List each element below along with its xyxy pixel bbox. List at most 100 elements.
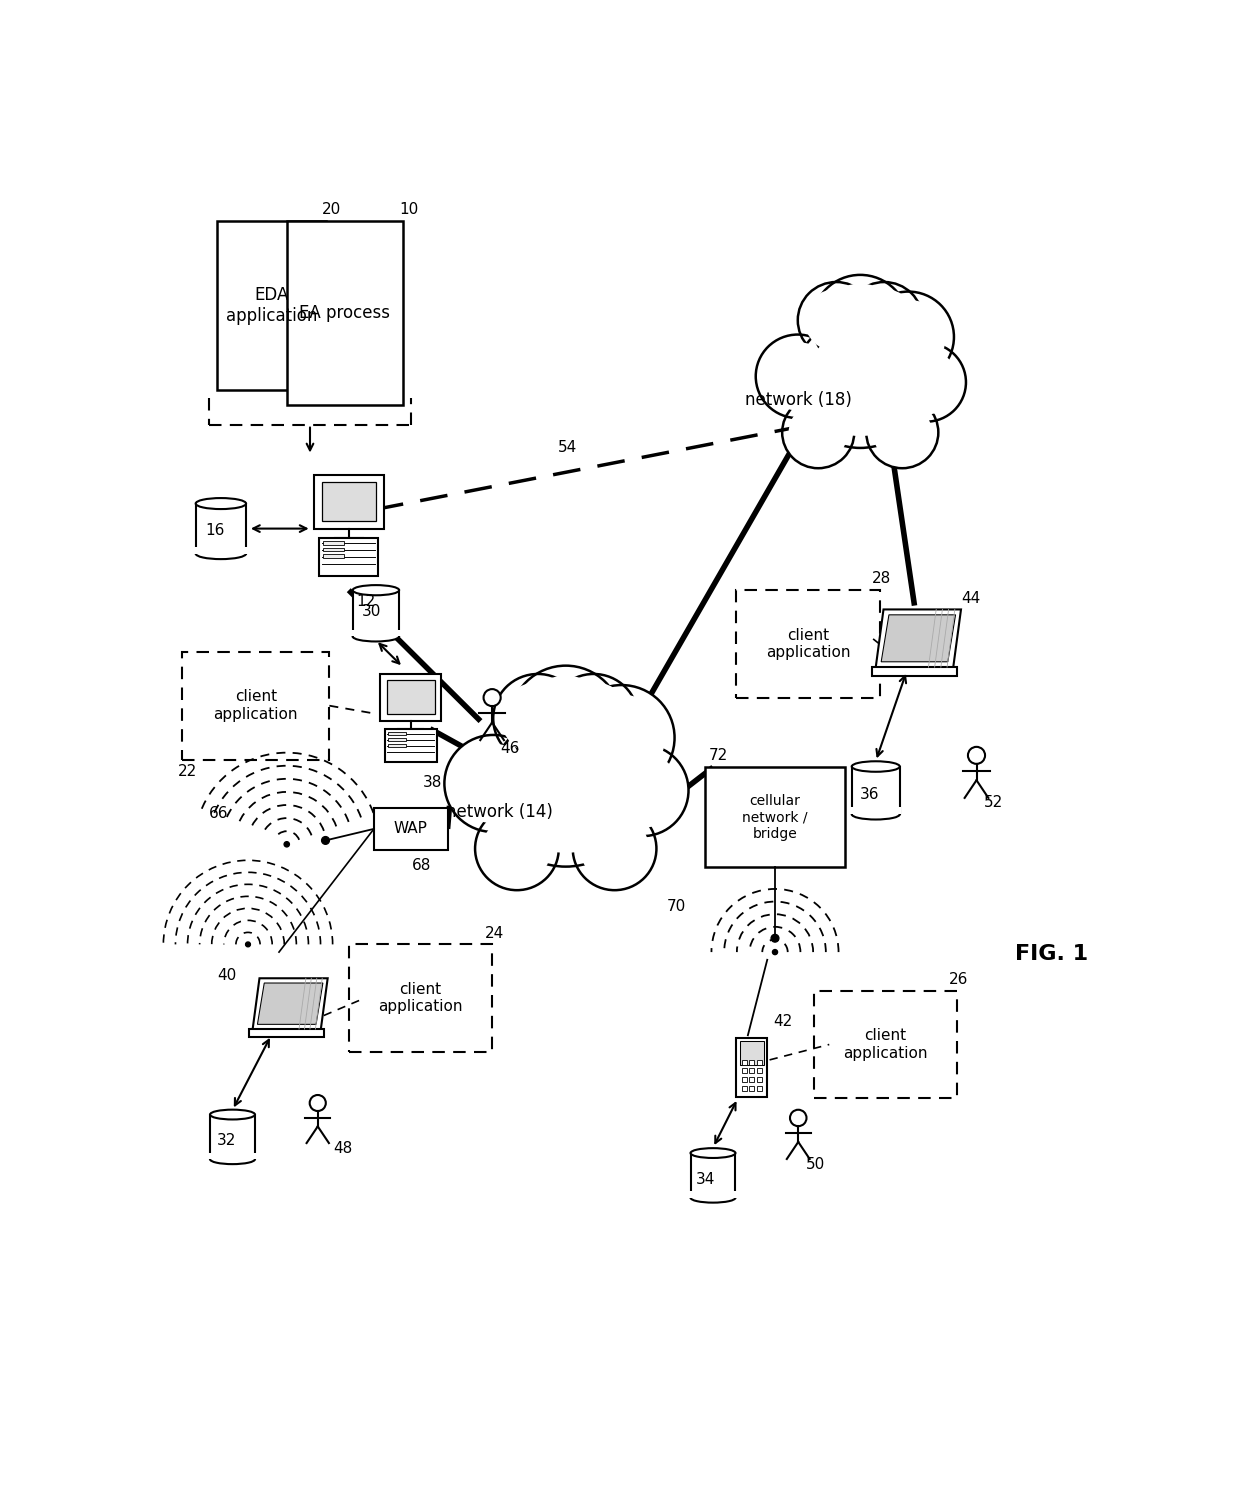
Ellipse shape <box>210 1109 255 1120</box>
Ellipse shape <box>210 1154 255 1163</box>
Bar <box>691 1153 735 1198</box>
Text: EDA
application: EDA application <box>226 286 317 325</box>
Circle shape <box>782 396 854 468</box>
Circle shape <box>789 403 848 462</box>
Bar <box>813 991 957 1098</box>
Text: client
application: client application <box>843 1029 928 1061</box>
Polygon shape <box>253 978 327 1029</box>
Circle shape <box>568 684 675 790</box>
Circle shape <box>867 396 939 468</box>
Text: network (14): network (14) <box>446 804 553 820</box>
Bar <box>210 1115 255 1159</box>
Ellipse shape <box>691 1148 735 1157</box>
Text: 42: 42 <box>774 1014 792 1029</box>
Bar <box>749 1086 754 1091</box>
Circle shape <box>482 814 552 882</box>
Polygon shape <box>875 609 961 668</box>
Circle shape <box>764 341 832 411</box>
Circle shape <box>821 284 900 361</box>
Circle shape <box>520 675 611 766</box>
Bar <box>756 1086 761 1091</box>
Ellipse shape <box>196 548 246 559</box>
Circle shape <box>797 283 874 358</box>
Circle shape <box>246 941 250 947</box>
Text: client
application: client application <box>213 689 298 722</box>
Circle shape <box>806 328 914 437</box>
Bar <box>249 1029 325 1037</box>
Bar <box>182 651 330 760</box>
Bar <box>749 1077 754 1082</box>
Circle shape <box>887 343 966 422</box>
Circle shape <box>863 292 954 382</box>
Bar <box>384 730 436 763</box>
Bar <box>756 1059 761 1065</box>
Circle shape <box>475 807 559 890</box>
Bar <box>322 541 343 544</box>
Circle shape <box>549 674 639 763</box>
Text: 54: 54 <box>558 440 578 455</box>
Bar <box>388 743 407 748</box>
Circle shape <box>578 695 665 781</box>
Text: 22: 22 <box>179 765 197 778</box>
Bar <box>321 482 376 521</box>
Text: 24: 24 <box>485 926 503 940</box>
Circle shape <box>790 1109 806 1126</box>
Bar <box>195 547 248 553</box>
Bar <box>851 807 901 814</box>
Circle shape <box>503 728 629 852</box>
Text: 52: 52 <box>985 795 1003 810</box>
Bar <box>872 668 957 677</box>
Ellipse shape <box>196 499 246 509</box>
Bar <box>749 1068 754 1073</box>
Circle shape <box>771 934 779 941</box>
Bar <box>348 944 492 1052</box>
Text: WAP: WAP <box>394 822 428 837</box>
Text: 36: 36 <box>861 787 879 802</box>
Text: 68: 68 <box>412 858 432 873</box>
Text: 12: 12 <box>357 594 376 609</box>
Text: 10: 10 <box>399 202 418 216</box>
Circle shape <box>484 689 501 706</box>
Text: 38: 38 <box>423 775 441 790</box>
Circle shape <box>894 351 959 414</box>
Circle shape <box>580 814 649 882</box>
Ellipse shape <box>852 762 900 772</box>
Polygon shape <box>882 615 956 662</box>
Circle shape <box>501 681 574 754</box>
Bar <box>706 768 844 867</box>
Circle shape <box>853 289 916 352</box>
Text: 20: 20 <box>321 202 341 216</box>
Circle shape <box>794 317 926 447</box>
Text: 40: 40 <box>217 969 237 982</box>
Bar <box>742 1077 746 1082</box>
Bar <box>749 1059 754 1065</box>
Text: client
application: client application <box>765 629 851 660</box>
Text: 50: 50 <box>806 1156 826 1171</box>
Bar <box>740 1041 764 1065</box>
Circle shape <box>573 807 656 890</box>
Bar <box>737 591 879 698</box>
Bar <box>756 1077 761 1082</box>
Bar <box>352 591 399 636</box>
Bar <box>217 221 325 390</box>
Bar <box>322 547 343 552</box>
Text: EA process: EA process <box>299 304 391 322</box>
Circle shape <box>805 289 868 352</box>
Circle shape <box>321 837 330 845</box>
Circle shape <box>596 745 688 836</box>
Bar <box>737 1038 768 1097</box>
Bar <box>387 680 435 715</box>
Text: client
application: client application <box>378 982 463 1014</box>
Circle shape <box>557 681 630 754</box>
Bar <box>196 503 246 553</box>
Circle shape <box>968 746 985 765</box>
Circle shape <box>453 743 533 823</box>
Text: 72: 72 <box>709 748 728 763</box>
Text: cellular
network /
bridge: cellular network / bridge <box>743 795 807 840</box>
Circle shape <box>870 299 946 375</box>
Text: 70: 70 <box>667 899 686 914</box>
Text: 16: 16 <box>206 523 224 538</box>
Text: 66: 66 <box>210 807 228 820</box>
Text: 30: 30 <box>362 604 381 620</box>
Circle shape <box>284 842 289 846</box>
